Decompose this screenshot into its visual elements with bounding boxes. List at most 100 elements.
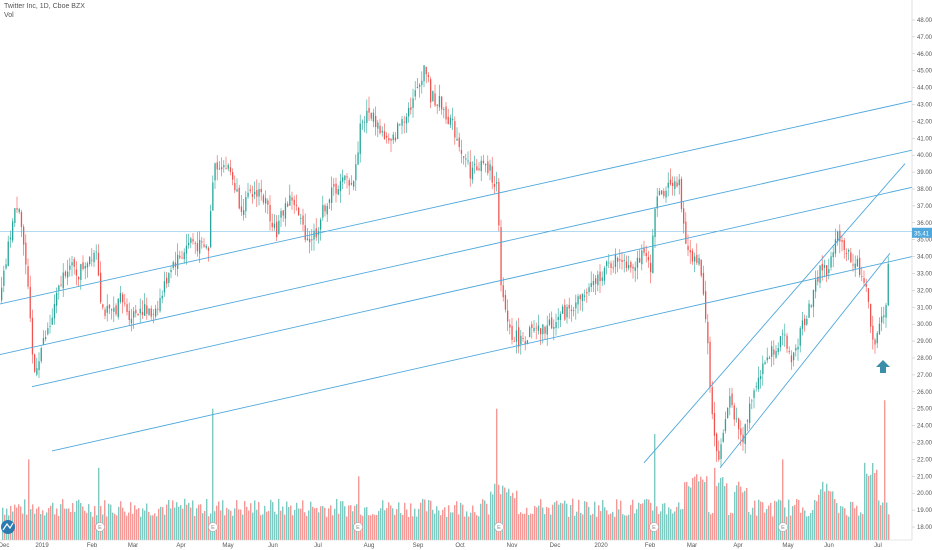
candle-body <box>502 285 504 298</box>
candle <box>168 272 170 288</box>
candle-body <box>71 262 73 266</box>
volume-bar <box>712 512 714 540</box>
candle-body <box>216 162 218 170</box>
volume-bar <box>54 514 56 540</box>
candle <box>639 249 641 264</box>
earnings-marker[interactable]: E <box>778 522 788 532</box>
trend-line[interactable] <box>51 256 913 452</box>
candle-body <box>16 208 18 210</box>
volume-bar <box>668 507 670 540</box>
volume-bar <box>74 511 76 540</box>
candle-body <box>823 264 826 268</box>
candle <box>621 252 623 270</box>
candle-body <box>669 179 672 185</box>
volume-bar <box>826 483 828 540</box>
y-axis[interactable]: 18.00 19.00 20.00 21.00 22.00 23.00 24.00 25.00… <box>911 0 932 540</box>
candle-body <box>850 252 852 263</box>
candle-body <box>559 314 562 320</box>
candle <box>575 294 577 320</box>
volume-bar <box>488 514 490 540</box>
candle <box>445 102 447 124</box>
volume-bar <box>750 514 752 540</box>
candle <box>683 201 685 234</box>
candle-body <box>421 80 423 85</box>
x-tick-label: Apr <box>733 543 742 549</box>
candle-body <box>722 432 724 442</box>
volume-bar <box>828 490 830 540</box>
earnings-marker[interactable]: E <box>494 522 504 532</box>
candle <box>535 322 537 340</box>
volume-bar <box>806 516 808 540</box>
volume-bar <box>568 516 570 540</box>
trend-line[interactable] <box>643 163 906 464</box>
earnings-marker[interactable]: E <box>208 522 218 532</box>
volume-bar <box>524 513 526 540</box>
volume-bar <box>324 507 326 540</box>
earnings-marker-circle <box>649 522 659 532</box>
volume-bar <box>156 516 158 540</box>
candle <box>69 257 71 277</box>
volume-bar <box>26 514 28 540</box>
trend-layer[interactable] <box>0 100 913 469</box>
candle-body <box>223 165 225 168</box>
volume-bar <box>552 504 554 540</box>
earnings-marker[interactable]: E <box>95 522 105 532</box>
candle-body <box>243 210 245 215</box>
earnings-marker[interactable]: E <box>649 522 659 532</box>
candle <box>865 278 867 292</box>
volume-bar <box>494 483 496 540</box>
candle <box>808 299 810 319</box>
candle <box>34 353 36 373</box>
candle-body <box>302 215 304 225</box>
candle-body <box>152 313 155 315</box>
candle <box>86 261 89 278</box>
volume-bar <box>44 515 46 540</box>
x-tick-label: Feb <box>645 543 656 549</box>
x-axis[interactable]: Dec 2019 Feb Mar Apr May Jun Jul Aug Sep Oct Nov Dec… <box>0 539 912 549</box>
volume-bar <box>78 499 80 540</box>
candle <box>861 266 863 282</box>
candle-body <box>293 199 295 205</box>
trend-line[interactable] <box>0 149 913 356</box>
candle <box>383 123 386 140</box>
volume-bar <box>678 502 680 540</box>
candle <box>863 270 865 287</box>
volume-bar <box>804 510 806 540</box>
candle <box>876 331 878 348</box>
candle-body <box>69 265 71 270</box>
trend-line[interactable] <box>719 252 891 469</box>
x-tick-label: Oct <box>455 543 465 549</box>
candle-body <box>768 357 771 359</box>
volume-bar <box>578 499 580 540</box>
volume-bar <box>136 509 138 540</box>
candle <box>102 303 104 310</box>
y-tick-label: 36.00 <box>917 221 932 227</box>
volume-bar <box>374 514 376 540</box>
candle <box>878 317 881 336</box>
x-tick-label: Mar <box>128 543 138 549</box>
candle-body <box>366 110 368 123</box>
candle <box>203 238 205 248</box>
volume-bar <box>314 508 316 540</box>
volume-bar <box>340 501 342 540</box>
volume-bar <box>270 499 272 540</box>
volume-bar <box>498 484 500 540</box>
trend-line[interactable] <box>31 186 913 388</box>
volume-bar <box>728 514 730 540</box>
volume-bar <box>224 515 226 540</box>
earnings-marker-circle <box>208 522 218 532</box>
volume-bar <box>472 505 474 540</box>
candle-body <box>474 164 476 165</box>
earnings-marker[interactable]: E <box>353 522 363 532</box>
candle-body <box>579 295 581 300</box>
x-tick-label: Jul <box>874 543 882 549</box>
volume-bar <box>574 515 576 540</box>
trend-line[interactable] <box>0 100 913 305</box>
candle <box>201 236 203 249</box>
volume-bar <box>622 514 624 540</box>
candle <box>592 273 595 292</box>
candle <box>377 120 379 138</box>
volume-bar <box>700 476 702 540</box>
candle-body <box>269 205 271 222</box>
